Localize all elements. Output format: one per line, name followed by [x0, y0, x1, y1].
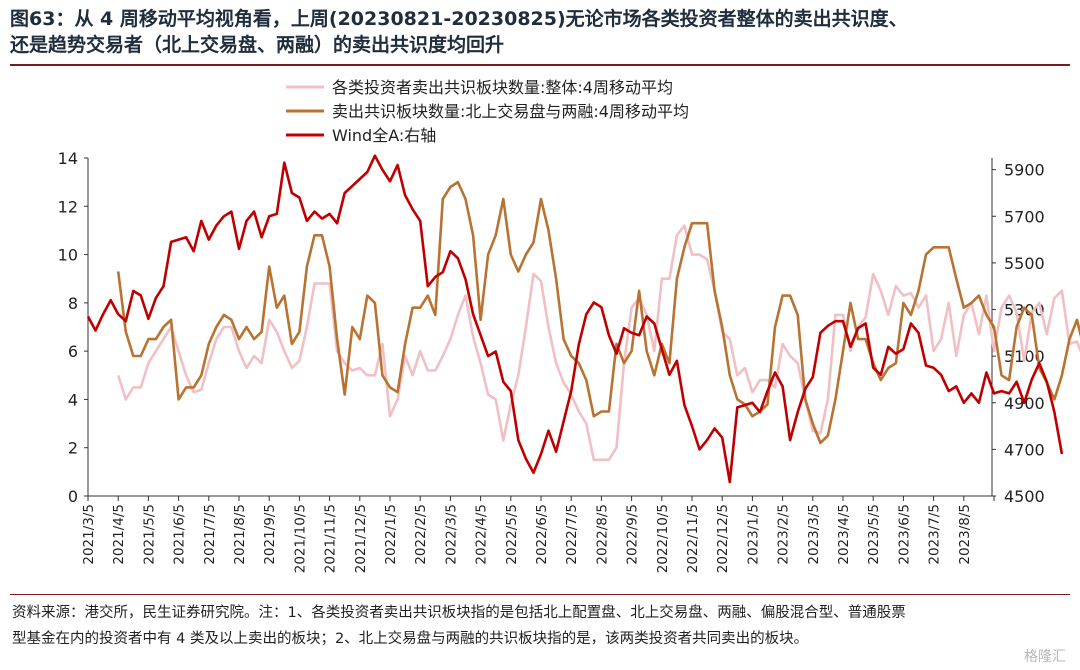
dual-axis-line-chart: 各类投资者卖出共识板块数量:整体:4周移动平均卖出共识板块数量:北上交易盘与两融… [58, 78, 1080, 573]
right-y-tick-label: 4700 [1004, 440, 1045, 459]
left-y-tick-label: 0 [68, 487, 78, 506]
legend-label: Wind全A:右轴 [332, 126, 436, 145]
x-tick-label: 2022/10/5 [655, 504, 671, 573]
x-tick-label: 2023/2/5 [776, 504, 792, 565]
x-tick-label: 2023/7/5 [927, 504, 943, 565]
series-line-2 [86, 154, 1064, 484]
x-tick-label: 2022/12/5 [715, 504, 731, 573]
left-y-tick-label: 6 [68, 342, 78, 361]
x-tick-label: 2021/12/5 [353, 504, 369, 573]
chart-axes: 0246810121445004700490051005300550057005… [58, 149, 1045, 573]
x-tick-label: 2022/9/5 [625, 504, 641, 565]
x-tick-label: 2022/1/5 [383, 504, 399, 565]
x-tick-label: 2021/11/5 [323, 504, 339, 573]
right-y-tick-label: 5500 [1004, 254, 1045, 273]
x-tick-label: 2021/7/5 [202, 504, 218, 565]
x-tick-label: 2023/6/5 [896, 504, 912, 565]
series-lines [86, 154, 1080, 484]
left-y-tick-label: 10 [58, 246, 78, 265]
legend-label: 各类投资者卖出共识板块数量:整体:4周移动平均 [332, 78, 673, 97]
source-note-line-2: 型基金在内的投资者中有 4 类及以上卖出的板块；2、北上交易盘与两融的共识板块指… [12, 631, 809, 647]
x-tick-label: 2021/9/5 [262, 504, 278, 565]
watermark-logo: 格隆汇 [1024, 649, 1066, 665]
series-line-1 [116, 180, 1080, 445]
x-tick-label: 2022/5/5 [504, 504, 520, 565]
x-tick-label: 2022/6/5 [534, 504, 550, 565]
x-tick-label: 2021/8/5 [232, 504, 248, 565]
x-tick-label: 2022/11/5 [685, 504, 701, 573]
x-tick-label: 2021/5/5 [141, 504, 157, 565]
source-note: 资料来源：港交所，民生证券研究院。注：1、各类投资者卖出共识板块指的是包括北上配… [12, 600, 1062, 652]
x-tick-label: 2022/7/5 [564, 504, 580, 565]
x-tick-label: 2023/1/5 [745, 504, 761, 565]
title-divider [10, 64, 1070, 66]
legend-label: 卖出共识板块数量:北上交易盘与两融:4周移动平均 [332, 102, 689, 121]
chart-title-line-2: 还是趋势交易者（北上交易盘、两融）的卖出共识度均回升 [10, 34, 505, 56]
x-tick-label: 2022/2/5 [413, 504, 429, 565]
legend: 各类投资者卖出共识板块数量:整体:4周移动平均卖出共识板块数量:北上交易盘与两融… [286, 78, 689, 145]
x-tick-label: 2021/3/5 [81, 504, 97, 565]
x-tick-label: 2022/8/5 [594, 504, 610, 565]
left-y-tick-label: 2 [68, 439, 78, 458]
right-y-tick-label: 5700 [1004, 207, 1045, 226]
title-block: 图63：从 4 周移动平均视角看，上周(20230821-20230825)无论… [10, 6, 1070, 58]
chart-title-line-1: 图63：从 4 周移动平均视角看，上周(20230821-20230825)无论… [10, 8, 908, 30]
x-tick-label: 2023/5/5 [866, 504, 882, 565]
x-tick-label: 2021/6/5 [172, 504, 188, 565]
right-y-tick-label: 5900 [1004, 161, 1045, 180]
x-tick-label: 2023/3/5 [806, 504, 822, 565]
left-y-tick-label: 12 [58, 197, 78, 216]
left-y-tick-label: 14 [58, 149, 78, 168]
series-line-0 [116, 224, 1080, 462]
left-y-tick-label: 4 [68, 390, 78, 409]
x-tick-label: 2023/8/5 [957, 504, 973, 565]
footer-divider [10, 594, 1070, 595]
source-note-line-1: 资料来源：港交所，民生证券研究院。注：1、各类投资者卖出共识板块指的是包括北上配… [12, 605, 906, 621]
x-tick-label: 2021/4/5 [111, 504, 127, 565]
x-tick-label: 2022/3/5 [443, 504, 459, 565]
left-y-tick-label: 8 [68, 294, 78, 313]
x-tick-label: 2022/4/5 [474, 504, 490, 565]
right-y-tick-label: 4500 [1004, 487, 1045, 506]
x-tick-label: 2023/4/5 [836, 504, 852, 565]
x-tick-label: 2021/10/5 [292, 504, 308, 573]
